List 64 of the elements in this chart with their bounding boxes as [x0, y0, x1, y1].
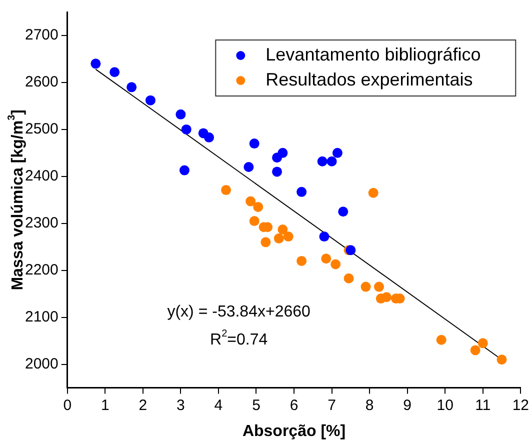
- point: [272, 166, 282, 177]
- point: [278, 148, 288, 158]
- legend-label: Levantamento bibliográfico: [266, 44, 481, 64]
- point: [283, 232, 294, 242]
- point: [278, 224, 288, 234]
- point: [382, 292, 392, 302]
- point: [126, 82, 137, 92]
- point: [296, 186, 307, 197]
- point: [374, 282, 384, 292]
- point: [110, 67, 120, 78]
- point: [496, 354, 507, 365]
- point: [90, 58, 101, 69]
- point: [244, 162, 254, 172]
- point: [317, 156, 328, 166]
- x-tick-label: 3: [176, 396, 185, 414]
- legend-label: Resultados experimentais: [266, 69, 473, 90]
- y-tick-label: 2400: [24, 168, 58, 185]
- point: [221, 185, 232, 196]
- x-axis-title: Absorção [%]: [242, 422, 346, 440]
- y-tick-label: 2200: [24, 262, 58, 279]
- point: [368, 188, 378, 198]
- point: [330, 259, 341, 270]
- point: [360, 282, 371, 292]
- x-tick-label: 1: [100, 396, 110, 414]
- x-tick-label: 8: [365, 396, 374, 414]
- x-tick-label: 10: [436, 396, 454, 414]
- point: [204, 132, 214, 142]
- y-axis-title: Massa volúmica [kg/m3]: [6, 110, 26, 290]
- annotation: y(x) = -53.84x+2660: [167, 303, 311, 320]
- x-tick-label: 4: [214, 396, 223, 414]
- x-tick-label: 9: [403, 396, 412, 414]
- x-tick-label: 7: [328, 396, 336, 414]
- x-tick-label: 6: [290, 396, 298, 414]
- y-tick-label: 2000: [24, 355, 58, 372]
- point: [296, 256, 307, 266]
- x-tick-label: 5: [252, 396, 260, 414]
- x-tick-label: 12: [512, 396, 529, 414]
- point: [249, 138, 260, 149]
- point: [321, 254, 332, 264]
- point: [249, 216, 260, 226]
- point: [436, 334, 446, 345]
- x-tick-label: 11: [475, 396, 491, 414]
- point: [145, 95, 156, 106]
- point: [344, 273, 354, 284]
- point: [338, 206, 348, 217]
- y-tick-label: 2600: [24, 74, 58, 91]
- point: [179, 165, 190, 176]
- point: [181, 124, 192, 134]
- point: [274, 233, 284, 244]
- y-tick-label: 2500: [24, 120, 58, 138]
- point: [326, 156, 337, 166]
- point: [176, 109, 186, 120]
- point: [260, 237, 271, 248]
- point: [470, 345, 480, 356]
- point: [332, 148, 342, 158]
- point: [253, 202, 264, 212]
- x-tick-label: 2: [138, 396, 148, 414]
- x-tick-label: 0: [63, 396, 72, 414]
- y-tick-label: 2700: [24, 26, 58, 44]
- point: [246, 196, 256, 206]
- point: [478, 338, 488, 348]
- y-tick-label: 2100: [24, 308, 58, 326]
- y-tick-label: 2300: [24, 214, 58, 232]
- point: [319, 232, 330, 242]
